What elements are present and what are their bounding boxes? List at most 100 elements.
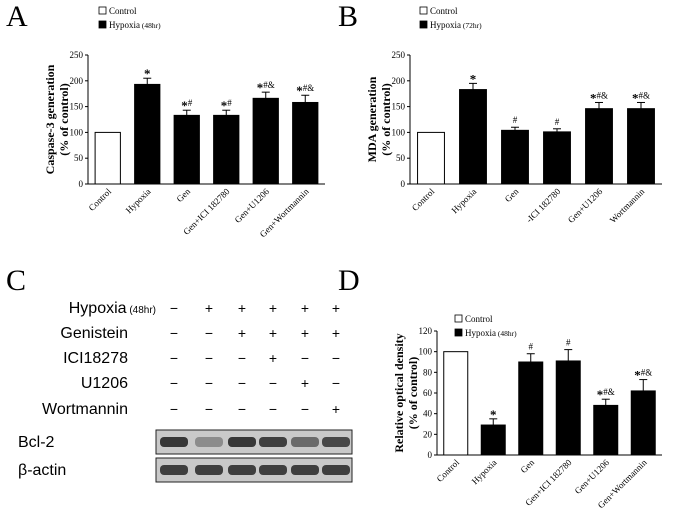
- y-axis-label-unit: (% of control): [406, 357, 420, 429]
- treatment-sign: −: [301, 401, 309, 417]
- y-axis-label: Relative optical density: [392, 333, 406, 452]
- treatment-sign: −: [332, 375, 340, 391]
- category-label: Control: [87, 186, 114, 213]
- bar-6: [627, 108, 655, 185]
- treatment-sign: −: [269, 375, 277, 391]
- bar-4: [543, 131, 571, 185]
- treatment-sign: +: [332, 401, 340, 417]
- y-tick-label: 0: [428, 450, 433, 460]
- treatment-sign: +: [332, 300, 340, 316]
- treatment-label: Hypoxia (48hr): [69, 300, 156, 317]
- category-label: Gen: [518, 457, 536, 475]
- category-label: Hypoxia: [124, 186, 153, 215]
- category-label: Control: [410, 186, 437, 213]
- treatment-sign: +: [205, 300, 213, 316]
- western-blot-panel: Hypoxia (48hr) − + + + + +Genistein − − + + + +ICI18…: [18, 300, 353, 483]
- y-tick-label: 50: [396, 153, 406, 163]
- y-tick-label: 100: [392, 127, 406, 137]
- panel-letter-a: A: [6, 0, 28, 33]
- treatment-sign: −: [238, 375, 246, 391]
- bar-5: [252, 97, 279, 185]
- panel-letter-c: C: [6, 264, 26, 297]
- significance-label: *: [144, 66, 151, 81]
- treatment-sign: −: [205, 350, 213, 366]
- category-label: Control: [435, 457, 462, 484]
- panel-letter-b: B: [338, 0, 358, 33]
- bar-4: [555, 360, 581, 456]
- category-label: -ICI 182780: [524, 186, 563, 225]
- bar-2: [480, 424, 506, 456]
- y-tick-label: 40: [423, 409, 433, 419]
- treatment-sign: +: [269, 350, 277, 366]
- blot-band: [291, 465, 319, 475]
- treatment-sign: −: [170, 300, 178, 316]
- bar-1: [417, 131, 445, 185]
- blot-band: [160, 465, 188, 475]
- legend-swatch: [419, 6, 428, 15]
- category-label: Gen: [503, 186, 521, 204]
- significance-label: *#&: [296, 83, 314, 98]
- significance-label: #: [566, 338, 571, 348]
- treatment-sign: −: [269, 401, 277, 417]
- y-axis-label: Caspase-3 generation: [43, 64, 57, 174]
- treatment-sign: −: [332, 350, 340, 366]
- treatment-sign: −: [170, 325, 178, 341]
- treatment-sign: −: [238, 350, 246, 366]
- y-tick-label: 250: [70, 50, 84, 60]
- treatment-label: U1206: [81, 375, 128, 392]
- panel-letter-d: D: [338, 264, 360, 297]
- category-label: Hypoxia: [449, 186, 478, 215]
- significance-label: *: [490, 407, 497, 422]
- treatment-sign: −: [205, 375, 213, 391]
- y-tick-label: 100: [419, 347, 433, 357]
- treatment-label: ICI18278: [63, 350, 128, 367]
- treatment-label: Genistein: [60, 325, 128, 342]
- category-label: Hypoxia: [470, 457, 499, 486]
- category-label: Gen+U1206: [233, 186, 272, 225]
- legend-swatch: [454, 314, 463, 323]
- treatment-sign: −: [205, 401, 213, 417]
- blot-band: [322, 465, 350, 475]
- chart-relative-optical-density: 0 20 40 60 80 100 120 Relative optical density(…: [392, 314, 662, 510]
- y-tick-label: 120: [419, 326, 433, 336]
- treatment-sign: +: [238, 325, 246, 341]
- category-label: Wortmannin: [608, 186, 647, 225]
- chart-caspase-3: 0 50 100 150 200 250 Caspase-3 generation (% of…: [43, 6, 325, 239]
- legend-label: Control: [430, 6, 458, 16]
- significance-label: *#: [181, 98, 193, 113]
- legend-swatch: [98, 6, 107, 15]
- treatment-sign: −: [170, 375, 178, 391]
- bar-6: [630, 390, 656, 456]
- legend-swatch: [419, 20, 428, 29]
- treatment-sign: −: [205, 325, 213, 341]
- category-label: Gen+U1206: [566, 186, 605, 225]
- y-axis-label: MDA generation: [365, 76, 379, 162]
- bar-1: [94, 131, 121, 185]
- bar-5: [593, 404, 619, 456]
- y-tick-label: 0: [79, 179, 84, 189]
- legend-swatch: [454, 328, 463, 337]
- legend-label: Hypoxia (72hr): [430, 20, 482, 30]
- blot-band: [259, 437, 287, 447]
- bar-2: [459, 89, 487, 185]
- significance-label: #: [513, 115, 518, 125]
- treatment-label: Wortmannin: [42, 401, 128, 418]
- category-label: Gen: [174, 186, 192, 204]
- treatment-sign: +: [301, 325, 309, 341]
- blot-label: β-actin: [18, 462, 66, 479]
- treatment-sign: +: [332, 325, 340, 341]
- legend-label: Control: [465, 314, 493, 324]
- blot-label: Bcl-2: [18, 434, 55, 451]
- significance-label: #: [529, 342, 534, 352]
- blot-band: [195, 465, 223, 475]
- blot-band: [291, 437, 319, 447]
- significance-label: *#: [221, 98, 233, 113]
- blot-band: [322, 437, 350, 447]
- bar-5: [585, 108, 613, 185]
- legend-label: Hypoxia (48hr): [465, 328, 517, 338]
- significance-label: *#&: [634, 368, 652, 383]
- significance-label: *#&: [590, 90, 608, 105]
- y-tick-label: 150: [70, 102, 84, 112]
- treatment-sign: +: [269, 300, 277, 316]
